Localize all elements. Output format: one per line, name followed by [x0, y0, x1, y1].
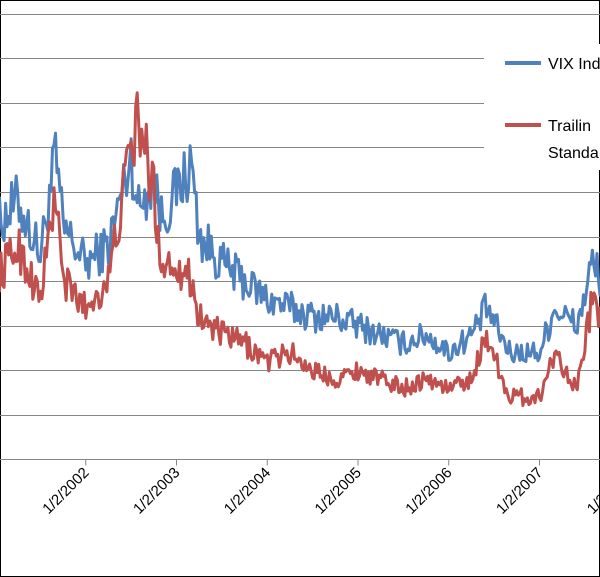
x-tick-label: 1/2/2002 — [39, 464, 92, 517]
x-tick-label: 1/2/2003 — [130, 464, 183, 517]
series-line-vix — [0, 131, 600, 364]
series-line-trailing — [0, 91, 600, 408]
x-tick-label: 1/2/2004 — [221, 464, 274, 517]
x-tick-label: 1/2/2007 — [493, 464, 546, 517]
x-tick-label: 1/2/2006 — [402, 464, 455, 517]
x-tick-label: 1/2/2005 — [312, 464, 365, 517]
series-group — [0, 91, 600, 408]
x-tick-label: 1/2/2008 — [584, 464, 600, 517]
legend-label-vix: VIX Ind — [548, 56, 600, 73]
x-axis-ticks: 1/2/20011/2/20021/2/20031/2/20041/2/2005… — [0, 459, 600, 518]
legend-label-trailing-line2: Standa — [548, 145, 599, 162]
legend-box — [484, 44, 600, 170]
legend-label-trailing-line1: Trailin — [548, 118, 591, 135]
